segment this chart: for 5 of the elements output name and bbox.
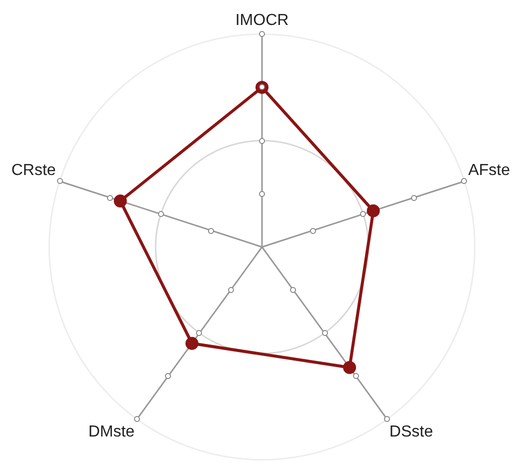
spoke-label: IMOCR bbox=[235, 12, 289, 30]
spoke-label: AFste bbox=[468, 162, 510, 179]
spoke-label: DSste bbox=[389, 423, 434, 440]
spoke-label: DMste bbox=[88, 423, 135, 440]
spoke-label: CRste bbox=[11, 162, 56, 179]
